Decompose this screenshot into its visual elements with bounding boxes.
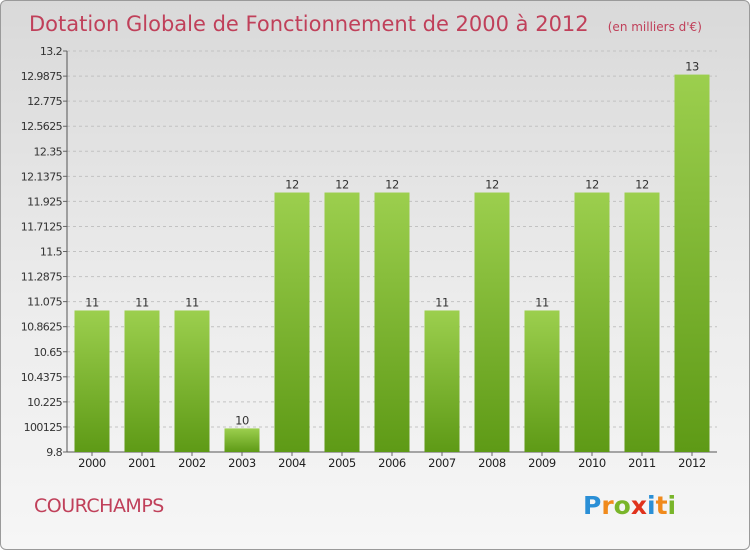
proxiti-logo: Proxiti: [583, 491, 676, 520]
y-tick-label: 12.9875: [21, 70, 63, 83]
bar: [324, 192, 360, 452]
y-tick-label: 9.8: [46, 446, 62, 459]
logo-letter: o: [613, 491, 631, 520]
y-tick-label: 11.075: [27, 296, 62, 309]
data-label: 11: [535, 295, 549, 309]
x-tick-label: 2009: [528, 456, 556, 470]
logo-letter: t: [655, 491, 668, 520]
bar: [524, 310, 560, 452]
bar: [124, 310, 160, 452]
chart-title-text: Dotation Globale de Fonctionnement de 20…: [29, 12, 589, 36]
bar: [174, 310, 210, 452]
y-tick-label: 10.8625: [21, 321, 63, 334]
bar: [224, 428, 260, 452]
x-tick-label: 2010: [578, 456, 606, 470]
bar: [574, 192, 610, 452]
y-tick-label: 11.925: [27, 195, 62, 208]
y-tick-label: 12.1375: [21, 170, 63, 183]
data-label: 10: [235, 413, 249, 427]
y-tick-label: 13.2: [40, 45, 62, 58]
x-tick-label: 2005: [328, 456, 356, 470]
y-tick-label: 100125: [24, 421, 63, 434]
bar: [624, 192, 660, 452]
data-label: 11: [85, 295, 99, 309]
data-label: 12: [485, 178, 499, 192]
data-label: 12: [585, 178, 599, 192]
bar: [424, 310, 460, 452]
y-tick-label: 11.5: [40, 246, 63, 259]
x-tick-label: 2007: [428, 456, 456, 470]
x-tick-label: 2001: [128, 456, 156, 470]
y-tick-label: 10.4375: [21, 371, 63, 384]
data-label: 13: [685, 60, 699, 74]
x-tick-label: 2008: [478, 456, 506, 470]
logo-letter: x: [630, 491, 647, 520]
bar: [474, 192, 510, 452]
data-label: 11: [185, 295, 199, 309]
y-tick-label: 12.35: [34, 145, 63, 158]
plot-area: 9.8 100125 10.225 10.4375 10.65 10.8625 11.075…: [21, 45, 717, 470]
x-tick-label: 2000: [78, 456, 106, 470]
bar: [674, 74, 710, 453]
y-tick-label: 10.225: [27, 396, 62, 409]
y-tick-label: 12.5625: [21, 120, 63, 133]
x-tick-label: 2003: [228, 456, 256, 470]
logo-letter: r: [601, 491, 614, 520]
logo-letter: P: [583, 491, 602, 520]
logo-letter: i: [667, 491, 677, 520]
data-label: 12: [335, 178, 349, 192]
logo-letter: i: [647, 491, 656, 520]
x-tick-label: 2004: [278, 456, 306, 470]
x-tick-label: 2006: [378, 456, 406, 470]
data-label: 11: [135, 295, 149, 309]
data-label: 11: [435, 295, 449, 309]
y-tick-label: 12.775: [27, 95, 62, 108]
data-label: 12: [285, 178, 299, 192]
y-tick-label: 10.65: [34, 346, 63, 359]
chart-unit-text: (en milliers d'€): [608, 20, 702, 34]
x-tick-label: 2012: [678, 456, 706, 470]
chart-title: Dotation Globale de Fonctionnement de 20…: [29, 12, 702, 36]
x-tick-label: 2002: [178, 456, 206, 470]
commune-name: COURCHAMPS: [34, 495, 164, 517]
bar: [74, 310, 110, 452]
y-tick-label: 11.2875: [21, 271, 63, 284]
x-tick-label: 2011: [628, 456, 656, 470]
data-label: 12: [385, 178, 399, 192]
data-label: 12: [635, 178, 649, 192]
y-tick-label: 11.7125: [21, 220, 63, 233]
bar: [274, 192, 310, 452]
bar: [374, 192, 410, 452]
